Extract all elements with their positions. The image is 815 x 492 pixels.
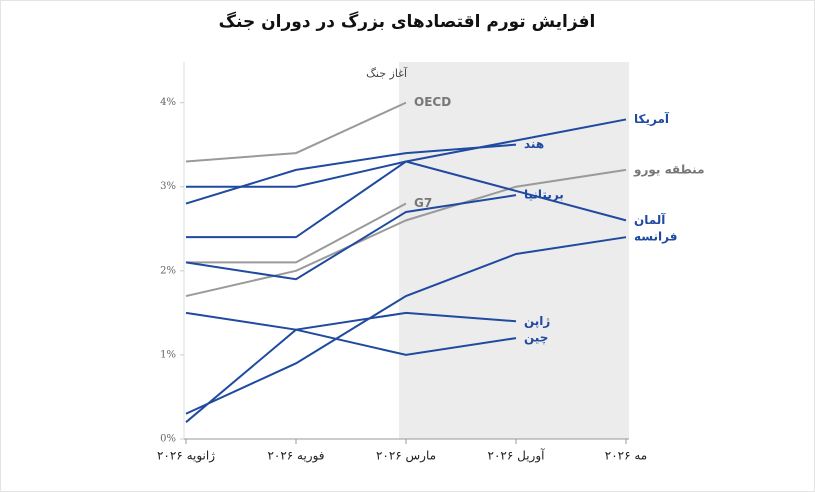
y-tick-label: 3% <box>160 181 176 192</box>
y-tick-label: 1% <box>160 349 176 360</box>
series-line <box>185 236 627 415</box>
series-label: بریتانیا <box>524 188 564 202</box>
series-label: OECD <box>414 95 451 109</box>
series-line <box>185 168 627 298</box>
series-label: آمریکا <box>634 111 670 126</box>
series-line <box>186 160 627 239</box>
x-tick-label: مه ۲۰۲۶ <box>605 449 647 463</box>
x-tick-label: مارس ۲۰۲۶ <box>376 449 436 464</box>
x-tick-label: فوریه ۲۰۲۶ <box>267 449 324 464</box>
series-line <box>185 194 517 281</box>
y-tick-label: 0% <box>160 434 176 445</box>
y-tick-label: 2% <box>160 265 176 276</box>
x-tick-label: آوریل ۲۰۲۶ <box>488 448 546 464</box>
x-tick-label: ژانویه ۲۰۲۶ <box>157 449 215 464</box>
series-label: فرانسه <box>634 230 677 244</box>
annotation: آغاز جنگ <box>366 66 408 80</box>
y-tick-label: 4% <box>160 97 176 108</box>
series-label: G7 <box>414 196 432 210</box>
series-label: منطقه یورو <box>633 162 705 177</box>
war-shade <box>399 62 629 439</box>
series-line <box>185 311 517 423</box>
chart-title: افزایش تورم اقتصادهای بزرگ در دوران جنگ <box>219 11 596 32</box>
series-line <box>185 311 517 356</box>
series-label: ژاپن <box>524 314 550 328</box>
series-line <box>186 202 407 264</box>
series-line <box>185 143 517 205</box>
series-label: آلمان <box>634 212 666 227</box>
series-label: چین <box>524 331 548 345</box>
series-label: هند <box>524 137 544 151</box>
series-line <box>185 101 407 163</box>
